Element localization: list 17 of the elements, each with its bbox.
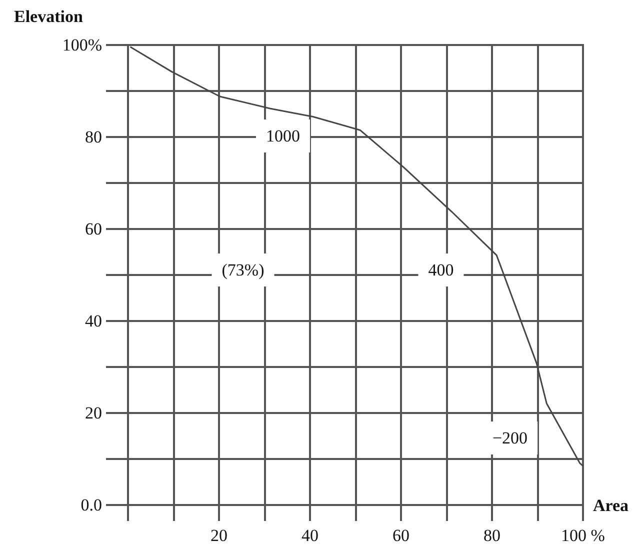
x-tick-label: 100 % — [561, 526, 605, 545]
annotation: 400 — [428, 260, 454, 280]
y-axis-title: Elevation — [14, 7, 84, 26]
annotation: 1000 — [266, 126, 300, 146]
y-tick-label: 40 — [85, 312, 102, 330]
y-tick-label: 100% — [62, 36, 102, 54]
x-axis-title: Area — [593, 496, 630, 515]
y-tick-label: 60 — [85, 220, 102, 238]
x-tick-label: 40 — [302, 526, 318, 545]
y-tick-label: 0.0 — [80, 496, 102, 514]
x-tick-label: 80 — [484, 526, 500, 545]
y-tick-label: 80 — [85, 128, 102, 146]
annotation: −200 — [492, 428, 528, 448]
y-tick-label: 20 — [85, 404, 102, 422]
x-tick-label: 60 — [392, 526, 410, 545]
x-tick-label: 20 — [210, 526, 228, 545]
annotation: (73%) — [222, 260, 264, 280]
